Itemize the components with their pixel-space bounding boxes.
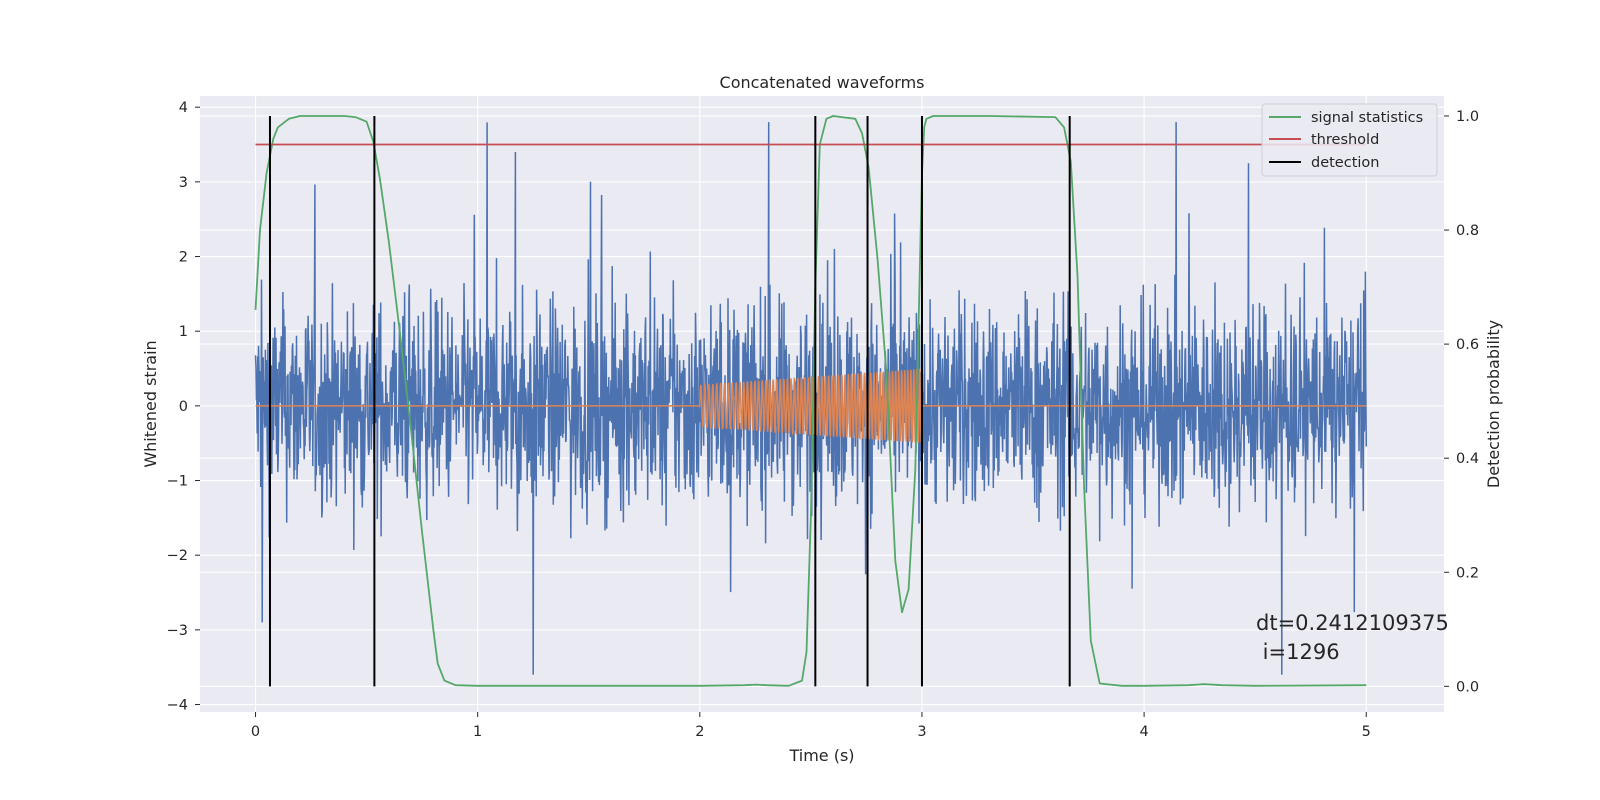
legend-label-signal-statistics: signal statistics	[1311, 110, 1423, 126]
axes: 0 1 2 3 4 5 −4 −3 −2 −1 0 1 2 3 4 0.0 0.2 0.4 0.6 0.8 1.0	[167, 100, 1479, 740]
legend: signal statistics threshold detection	[1261, 103, 1438, 177]
x-tick-label: 5	[1362, 724, 1371, 740]
x-tick-label: 0	[251, 724, 260, 740]
x-tick-label: 3	[917, 724, 926, 740]
y2-tick-label: 0.4	[1456, 451, 1479, 467]
x-axis-label: Time (s)	[788, 746, 854, 765]
x-tick-label: 1	[473, 724, 482, 740]
annotation-index: i=1296	[1256, 640, 1340, 664]
y-tick-label: −2	[167, 548, 188, 564]
y-tick-label: −3	[167, 623, 188, 639]
y-tick-label: −4	[167, 698, 188, 714]
y-tick-label: 2	[179, 250, 188, 266]
y2-tick-label: 0.0	[1456, 679, 1479, 695]
y-tick-label: 3	[179, 175, 188, 191]
x-tick-label: 4	[1139, 724, 1148, 740]
y-tick-label: 4	[179, 100, 188, 116]
y2-tick-label: 1.0	[1456, 109, 1479, 125]
y-tick-label: 0	[179, 399, 188, 415]
chart-title: Concatenated waveforms	[720, 73, 925, 92]
y-tick-label: −1	[167, 474, 188, 490]
series-layer	[254, 115, 1368, 687]
y2-tick-label: 0.8	[1456, 223, 1479, 239]
y2-axis-label: Detection probability	[1484, 320, 1503, 488]
legend-label-threshold: threshold	[1311, 132, 1379, 148]
legend-label-detection: detection	[1311, 155, 1379, 171]
y2-tick-label: 0.2	[1456, 565, 1479, 581]
y-axis-label: Whitened strain	[141, 340, 160, 467]
x-tick-label: 2	[695, 724, 704, 740]
series-line-injected-waveform	[255, 368, 1367, 444]
legend-box	[1261, 103, 1438, 177]
y-tick-label: 1	[179, 324, 188, 340]
series-line-signal-statistics	[254, 115, 1367, 687]
y2-tick-label: 0.6	[1456, 337, 1479, 353]
annotation-dt: dt=0.2412109375	[1256, 611, 1449, 635]
